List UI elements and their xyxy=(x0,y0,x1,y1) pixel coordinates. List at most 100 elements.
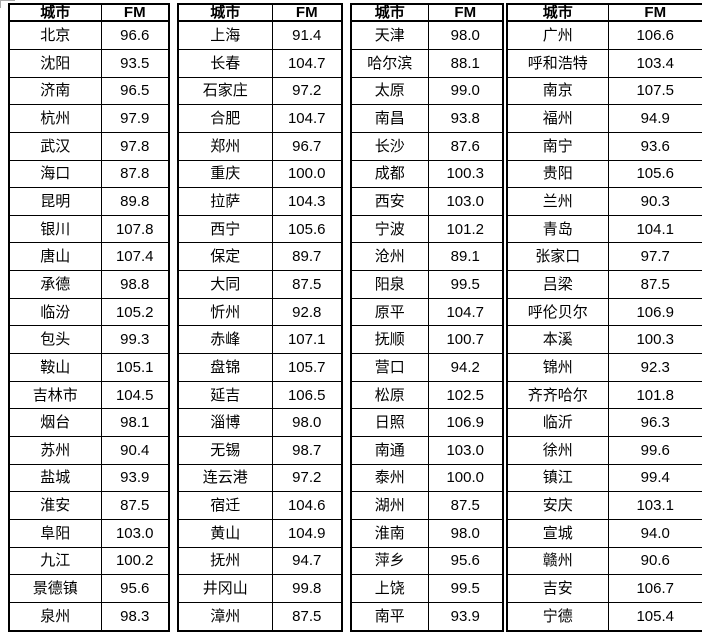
city-cell: 吉安 xyxy=(506,574,609,603)
fm-cell: 105.4 xyxy=(607,601,702,632)
fm-cell: 104.3 xyxy=(271,187,343,216)
city-cell: 呼伦贝尔 xyxy=(506,297,609,327)
city-cell: 南京 xyxy=(506,76,609,106)
fm-cell: 106.6 xyxy=(607,20,702,50)
fm-cell: 98.7 xyxy=(271,435,343,465)
table-row: 赣州 90.6 xyxy=(506,546,702,576)
fm-cell: 98.0 xyxy=(427,20,504,50)
table-row: 景德镇 95.6 xyxy=(8,574,170,603)
city-cell: 徐州 xyxy=(506,435,609,465)
table-row: 九江 100.2 xyxy=(8,546,170,576)
fm-cell: 97.8 xyxy=(100,131,170,161)
city-cell: 大同 xyxy=(177,270,273,299)
fm-cell: 104.9 xyxy=(271,518,343,548)
city-cell: 泉州 xyxy=(8,601,102,632)
table-row: 南平 93.9 xyxy=(350,601,504,632)
column-header-fm: FM xyxy=(100,3,170,22)
city-cell: 景德镇 xyxy=(8,574,102,603)
city-cell: 延吉 xyxy=(177,380,273,410)
fm-cell: 104.7 xyxy=(271,49,343,78)
table-row: 太原 99.0 xyxy=(350,76,504,106)
city-cell: 上海 xyxy=(177,20,273,50)
header-row: 城市 FM xyxy=(8,3,170,22)
city-cell: 沧州 xyxy=(350,242,429,272)
city-cell: 阜阳 xyxy=(8,518,102,548)
city-cell: 淮安 xyxy=(8,491,102,520)
table-row: 宁波 101.2 xyxy=(350,214,504,244)
fm-cell: 89.1 xyxy=(427,242,504,272)
table-row: 南宁 93.6 xyxy=(506,131,702,161)
table-row: 延吉 106.5 xyxy=(177,380,343,410)
city-cell: 济南 xyxy=(8,76,102,106)
fm-cell: 102.5 xyxy=(427,380,504,410)
table-row: 长春 104.7 xyxy=(177,49,343,78)
table-row: 萍乡 95.6 xyxy=(350,546,504,576)
city-cell: 淄博 xyxy=(177,408,273,437)
city-cell: 海口 xyxy=(8,159,102,189)
column-header-fm: FM xyxy=(607,3,702,22)
table-row: 福州 94.9 xyxy=(506,104,702,133)
table-row: 镇江 99.4 xyxy=(506,463,702,493)
city-cell: 营口 xyxy=(350,353,429,382)
table-row: 安庆 103.1 xyxy=(506,491,702,520)
fm-cell: 107.4 xyxy=(100,242,170,272)
city-cell: 安庆 xyxy=(506,491,609,520)
table-row: 淄博 98.0 xyxy=(177,408,343,437)
fm-cell: 104.7 xyxy=(427,297,504,327)
city-fm-table-container: 城市 FM 北京 96.6 沈阳 93.5 济南 96.5 杭州 97.9 武汉 97.8 海口 87.8… xyxy=(8,3,702,632)
fm-cell: 94.2 xyxy=(427,353,504,382)
city-cell: 日照 xyxy=(350,408,429,437)
column-header-fm: FM xyxy=(271,3,343,22)
table-row: 忻州 92.8 xyxy=(177,297,343,327)
column-header-fm: FM xyxy=(427,3,504,22)
city-cell: 沈阳 xyxy=(8,49,102,78)
fm-cell: 87.5 xyxy=(427,491,504,520)
city-cell: 井冈山 xyxy=(177,574,273,603)
table-row: 阜阳 103.0 xyxy=(8,518,170,548)
fm-cell: 101.8 xyxy=(607,380,702,410)
fm-cell: 89.8 xyxy=(100,187,170,216)
screen-corner-artifact xyxy=(0,0,15,8)
table-row: 海口 87.8 xyxy=(8,159,170,189)
fm-cell: 98.0 xyxy=(427,518,504,548)
city-cell: 烟台 xyxy=(8,408,102,437)
fm-cell: 106.9 xyxy=(427,408,504,437)
city-cell: 银川 xyxy=(8,214,102,244)
table-row: 宁德 105.4 xyxy=(506,601,702,632)
table-row: 泰州 100.0 xyxy=(350,463,504,493)
column-header-city: 城市 xyxy=(177,3,273,22)
city-cell: 无锡 xyxy=(177,435,273,465)
table-row: 成都 100.3 xyxy=(350,159,504,189)
fm-cell: 103.0 xyxy=(427,435,504,465)
fm-cell: 100.3 xyxy=(427,159,504,189)
city-cell: 湖州 xyxy=(350,491,429,520)
table-row: 井冈山 99.8 xyxy=(177,574,343,603)
city-cell: 福州 xyxy=(506,104,609,133)
fm-cell: 105.1 xyxy=(100,353,170,382)
table-row: 徐州 99.6 xyxy=(506,435,702,465)
column-header-city: 城市 xyxy=(506,3,609,22)
table-row: 湖州 87.5 xyxy=(350,491,504,520)
city-cell: 齐齐哈尔 xyxy=(506,380,609,410)
table-row: 赤峰 107.1 xyxy=(177,325,343,355)
fm-cell: 97.9 xyxy=(100,104,170,133)
fm-cell: 103.0 xyxy=(427,187,504,216)
fm-cell: 104.6 xyxy=(271,491,343,520)
fm-cell: 94.0 xyxy=(607,518,702,548)
fm-cell: 96.3 xyxy=(607,408,702,437)
table-row: 郑州 96.7 xyxy=(177,131,343,161)
table-row: 北京 96.6 xyxy=(8,20,170,50)
fm-cell: 103.4 xyxy=(607,49,702,78)
table-row: 阳泉 99.5 xyxy=(350,270,504,299)
city-cell: 南昌 xyxy=(350,104,429,133)
city-cell: 天津 xyxy=(350,20,429,50)
fm-cell: 106.7 xyxy=(607,574,702,603)
table-row: 齐齐哈尔 101.8 xyxy=(506,380,702,410)
city-cell: 淮南 xyxy=(350,518,429,548)
fm-cell: 93.5 xyxy=(100,49,170,78)
city-cell: 拉萨 xyxy=(177,187,273,216)
city-cell: 包头 xyxy=(8,325,102,355)
city-cell: 南宁 xyxy=(506,131,609,161)
city-cell: 长沙 xyxy=(350,131,429,161)
fm-cell: 88.1 xyxy=(427,49,504,78)
